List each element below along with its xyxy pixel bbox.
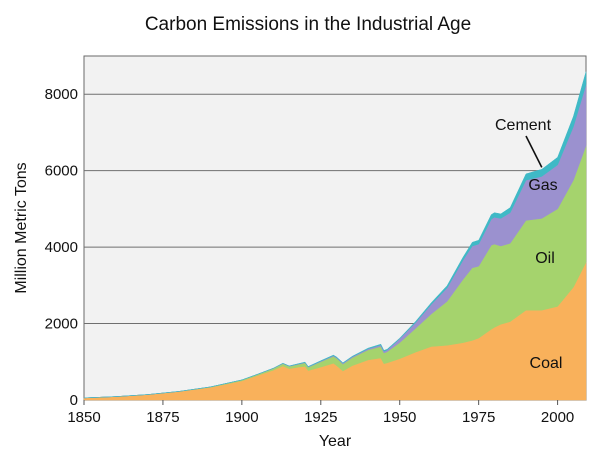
y-axis-label: Million Metric Tons [13, 162, 30, 293]
x-tick-label-1925: 1925 [304, 409, 337, 426]
x-axis-ticks: 1850 1875 1900 1925 1950 1975 2000 [67, 400, 574, 426]
x-axis-label: Year [319, 433, 352, 450]
series-label-oil: Oil [535, 250, 555, 267]
x-tick-label-1950: 1950 [383, 409, 416, 426]
x-tick-label-1850: 1850 [67, 409, 100, 426]
chart-title: Carbon Emissions in the Industrial Age [145, 14, 471, 35]
cement-callout-line [525, 135, 543, 168]
y-axis-ticks: 0 2000 4000 6000 8000 [45, 86, 78, 409]
y-tick-label-6000: 6000 [45, 163, 78, 180]
x-tick-label-1875: 1875 [146, 409, 179, 426]
series-label-gas: Gas [528, 177, 557, 194]
series-label-coal: Coal [530, 355, 563, 372]
series-labels: Coal Oil Gas Cement [495, 117, 562, 372]
x-tick-label-1900: 1900 [225, 409, 258, 426]
x-tick-label-1975: 1975 [462, 409, 495, 426]
y-tick-label-0: 0 [70, 392, 78, 409]
series-label-cement: Cement [495, 117, 552, 134]
x-tick-label-2000: 2000 [541, 409, 574, 426]
stacked-areas [83, 71, 587, 401]
y-tick-label-8000: 8000 [45, 86, 78, 103]
y-tick-label-2000: 2000 [45, 316, 78, 333]
y-tick-label-4000: 4000 [45, 239, 78, 256]
area-cement [83, 71, 587, 399]
